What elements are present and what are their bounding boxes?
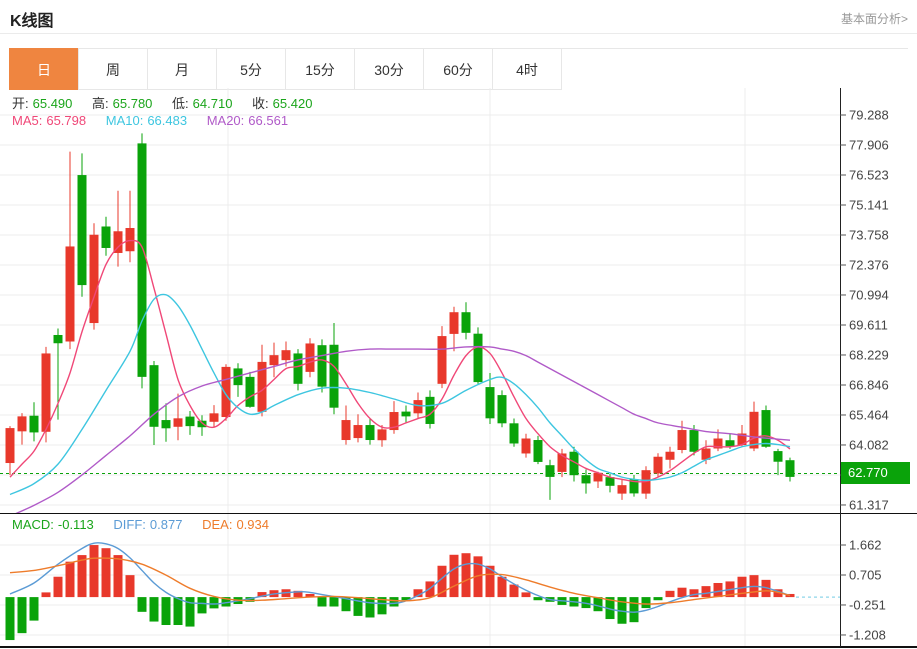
tab-月[interactable]: 月: [147, 48, 217, 90]
close-label: 收:: [252, 96, 269, 111]
open-label: 开:: [12, 96, 29, 111]
svg-text:69.611: 69.611: [849, 317, 888, 332]
fundamental-analysis-link[interactable]: 基本面分析>: [840, 12, 908, 26]
ma10-value: 66.483: [147, 113, 188, 128]
ohlc-legend: 开: 65.490 高: 65.780 低: 64.710 收: 65.420: [12, 93, 316, 112]
svg-text:68.229: 68.229: [849, 347, 889, 362]
ma20-label: MA20:: [206, 113, 245, 128]
dea-label: DEA:: [202, 517, 233, 532]
header-bar: K线图 基本面分析>: [0, 0, 917, 34]
svg-text:0.705: 0.705: [849, 567, 882, 582]
tab-5分[interactable]: 5分: [216, 48, 286, 90]
svg-text:61.317: 61.317: [849, 497, 889, 512]
diff-label: DIFF:: [113, 517, 146, 532]
ma20-value: 66.561: [248, 113, 289, 128]
svg-text:65.464: 65.464: [849, 407, 889, 422]
svg-text:-1.208: -1.208: [849, 627, 886, 642]
tab-4时[interactable]: 4时: [492, 48, 562, 90]
interval-tabbar: 日周月 5分 15分 30分 60分 4时: [9, 48, 908, 91]
svg-text:75.141: 75.141: [849, 197, 889, 212]
macd-value: -0.113: [57, 517, 94, 532]
tab-60分[interactable]: 60分: [423, 48, 493, 90]
svg-text:72.376: 72.376: [849, 257, 889, 272]
low-value: 64.710: [192, 96, 233, 111]
tab-日[interactable]: 日: [9, 48, 79, 90]
svg-text:77.906: 77.906: [849, 137, 889, 152]
page-title: K线图: [10, 13, 54, 30]
macd-label: MACD:: [12, 517, 54, 532]
macd-legend: MACD: -0.113 DIFF: 0.877 DEA: 0.934: [12, 517, 273, 532]
tab-30分[interactable]: 30分: [354, 48, 424, 90]
svg-text:73.758: 73.758: [849, 228, 889, 243]
open-value: 65.490: [32, 96, 73, 111]
high-value: 65.780: [112, 96, 153, 111]
ma5-label: MA5:: [12, 113, 43, 128]
svg-text:1.662: 1.662: [849, 537, 882, 552]
svg-text:79.288: 79.288: [849, 108, 889, 123]
svg-text:64.082: 64.082: [849, 437, 889, 452]
dea-value: 0.934: [236, 517, 269, 532]
tab-15分[interactable]: 15分: [285, 48, 355, 90]
ma-legend: MA5: 65.798 MA10: 66.483 MA20: 66.561: [12, 113, 292, 128]
svg-text:76.523: 76.523: [849, 168, 889, 183]
close-value: 65.420: [272, 96, 313, 111]
low-label: 低:: [172, 96, 189, 111]
ma10-label: MA10:: [105, 113, 144, 128]
high-label: 高:: [92, 96, 109, 111]
svg-text:66.846: 66.846: [849, 377, 889, 392]
diff-value: 0.877: [149, 517, 183, 532]
svg-text:70.994: 70.994: [849, 287, 889, 302]
ma5-value: 65.798: [46, 113, 87, 128]
current-price-tag: 62.770: [841, 462, 910, 484]
svg-text:-0.251: -0.251: [849, 597, 886, 612]
